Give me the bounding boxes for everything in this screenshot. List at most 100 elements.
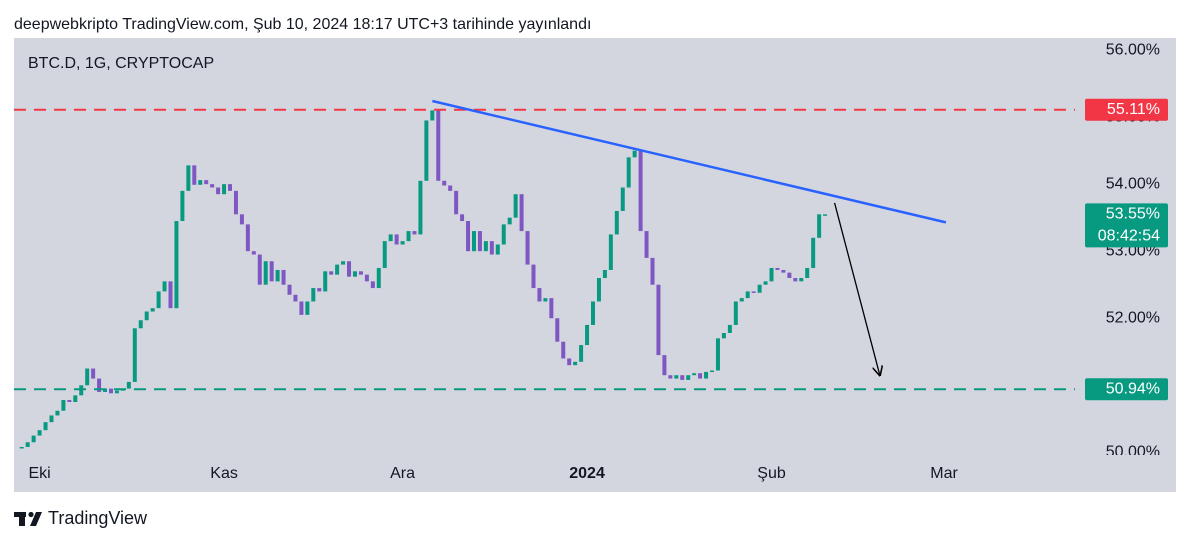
- candle-body: [156, 291, 161, 309]
- candle-body: [549, 298, 554, 319]
- candle-body: [25, 442, 30, 447]
- candle-body: [501, 224, 506, 245]
- candle-body: [674, 375, 679, 379]
- candle-body: [174, 221, 179, 309]
- candle-body: [144, 311, 149, 321]
- plot-area: [14, 99, 1075, 449]
- candle-body: [507, 217, 512, 225]
- candle-body: [793, 278, 798, 282]
- candle-body: [61, 400, 66, 411]
- candle-body: [317, 288, 322, 292]
- candle-body: [311, 288, 316, 302]
- x-tick-label: Mar: [930, 465, 958, 482]
- candle-body: [37, 430, 42, 436]
- y-tick-label: 52.00%: [1106, 309, 1160, 326]
- candle-body: [698, 373, 703, 379]
- candle-body: [704, 371, 709, 379]
- candle-body: [79, 385, 84, 396]
- y-tick-label: 54.00%: [1106, 175, 1160, 192]
- candle-body: [180, 190, 185, 222]
- candle-body: [769, 267, 774, 282]
- x-tick-label: 2024: [569, 465, 605, 482]
- candle-body: [103, 388, 108, 392]
- candle-body: [335, 264, 340, 275]
- candle-body: [543, 298, 548, 302]
- candle-body: [590, 301, 595, 325]
- candle-body: [692, 373, 697, 376]
- x-tick-label: Şub: [757, 465, 786, 482]
- candle-body: [460, 214, 465, 222]
- candle-body: [585, 324, 590, 346]
- candle-body: [531, 264, 536, 289]
- candle-body: [245, 224, 250, 252]
- candle-body: [138, 320, 143, 329]
- candle-body: [471, 231, 476, 252]
- candle-body: [406, 231, 411, 242]
- candle-body: [715, 338, 720, 371]
- candle-body: [757, 284, 762, 293]
- candle-body: [412, 231, 417, 235]
- candle-body: [745, 291, 750, 299]
- price-tag-label: 53.55%: [1106, 206, 1160, 223]
- candle-body: [662, 355, 667, 376]
- candle-body: [19, 446, 24, 449]
- candle-body: [305, 301, 310, 315]
- candle-body: [358, 271, 363, 275]
- candle-body: [376, 267, 381, 289]
- candle-body: [394, 234, 399, 245]
- price-tag: [1085, 98, 1168, 121]
- candle-body: [91, 368, 96, 379]
- candle-body: [67, 400, 72, 403]
- candle-body: [668, 375, 673, 379]
- symbol-title: BTC.D, 1G, CRYPTOCAP: [28, 55, 214, 72]
- candle-body: [579, 345, 584, 362]
- candle-body: [537, 288, 542, 302]
- candle-body: [347, 261, 352, 277]
- candle-body: [733, 301, 738, 325]
- candle-body: [204, 180, 209, 185]
- candle-body: [656, 284, 661, 356]
- candle-body: [466, 221, 471, 252]
- candle-body: [168, 281, 173, 309]
- price-tag: [1085, 378, 1168, 401]
- trend-line: [432, 99, 947, 224]
- candle-body: [287, 284, 292, 295]
- candle-body: [97, 378, 102, 392]
- candle-body: [561, 341, 566, 359]
- footer-logo: [14, 511, 42, 526]
- candle-body: [680, 375, 685, 380]
- candle-body: [352, 271, 357, 277]
- candle-body: [49, 415, 54, 423]
- candle-body: [596, 278, 601, 302]
- candle-body: [257, 254, 262, 285]
- candle-body: [739, 298, 744, 302]
- candle-body: [269, 261, 274, 282]
- candle-body: [710, 370, 715, 373]
- candle-body: [781, 269, 786, 273]
- candle-body: [85, 368, 90, 386]
- candle-body: [442, 180, 447, 186]
- candle-body: [323, 271, 328, 292]
- candle-body: [364, 274, 369, 282]
- y-tick-label: 56.00%: [1106, 41, 1160, 58]
- candle-body: [239, 214, 244, 225]
- candle-body: [751, 291, 756, 293]
- candle-body: [329, 271, 334, 275]
- candle-body: [650, 257, 655, 285]
- chart-background: [14, 38, 1176, 492]
- candle-body: [436, 110, 441, 181]
- candle-body: [823, 214, 828, 216]
- candle-body: [424, 120, 429, 181]
- candle-body: [186, 165, 191, 191]
- candle-body: [73, 395, 78, 403]
- candle-body: [644, 231, 649, 258]
- candle-body: [817, 214, 822, 238]
- candle-body: [775, 267, 780, 270]
- candle-body: [477, 231, 482, 252]
- candle-body: [216, 187, 221, 195]
- candle-body: [275, 269, 280, 282]
- price-tags: 55.11% 53.55% 08:42:54 50.94%: [1085, 98, 1168, 401]
- candle-body: [382, 241, 387, 268]
